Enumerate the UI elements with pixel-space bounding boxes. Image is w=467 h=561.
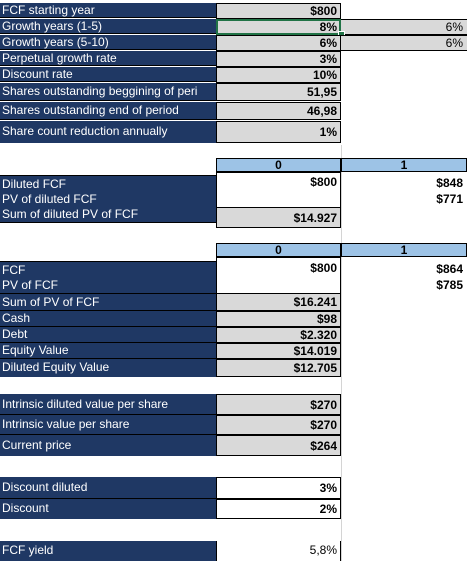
label-diluted-fcf: Diluted FCF — [0, 175, 216, 191]
header-year-1: 1 — [341, 158, 467, 172]
label-shares-end: Shares outstanding end of period — [0, 102, 216, 120]
value-sum-diluted-pv[interactable]: $14.927 — [216, 207, 341, 228]
col2-diluted-fcf[interactable]: $848 — [436, 176, 463, 190]
label-sum-diluted-pv: Sum of diluted PV of FCF — [0, 207, 216, 223]
label-discount-diluted: Discount diluted — [0, 477, 216, 499]
header-year-0-basic: 0 — [216, 243, 341, 257]
value-discount-rate[interactable]: 10% — [216, 67, 341, 83]
value-discount-diluted[interactable]: 3% — [216, 477, 341, 499]
value-perpetual-growth[interactable]: 3% — [216, 51, 341, 67]
label-growth-5-10: Growth years (5-10) — [0, 35, 216, 50]
value-intrinsic-diluted[interactable]: $270 — [216, 394, 341, 415]
value-fcf-yield[interactable]: 5,8% — [216, 541, 341, 561]
header-year-1-basic: 1 — [341, 243, 467, 257]
value-sum-pv-fcf[interactable]: $16.241 — [216, 293, 341, 311]
value-growth-1-5[interactable]: 8% — [216, 19, 341, 35]
label-pv-fcf: PV of FCF — [0, 277, 216, 293]
value-diluted-equity-value[interactable]: $12.705 — [216, 359, 341, 377]
value-debt[interactable]: $2.320 — [216, 327, 341, 343]
label-discount: Discount — [0, 499, 216, 519]
label-debt: Debt — [0, 327, 216, 343]
label-perpetual-growth: Perpetual growth rate — [0, 51, 216, 66]
label-equity-value: Equity Value — [0, 343, 216, 359]
label-growth-1-5: Growth years (1-5) — [0, 19, 216, 34]
col2-growth-5-10[interactable]: 6% — [341, 35, 467, 51]
label-fcf-yield: FCF yield — [0, 541, 216, 561]
value-fcf-start[interactable]: $800 — [216, 3, 341, 19]
label-fcf: FCF — [0, 261, 216, 277]
label-discount-rate: Discount rate — [0, 67, 216, 82]
value-share-reduction[interactable]: 1% — [216, 121, 341, 143]
label-pv-diluted: PV of diluted FCF — [0, 191, 216, 207]
value-growth-5-10[interactable]: 6% — [216, 35, 341, 51]
value-equity-value[interactable]: $14.019 — [216, 343, 341, 359]
value-shares-begin[interactable]: 51,95 — [216, 83, 341, 101]
label-intrinsic-diluted: Intrinsic diluted value per share — [0, 394, 216, 415]
label-cash: Cash — [0, 311, 216, 327]
value-cash[interactable]: $98 — [216, 311, 341, 327]
label-shares-begin: Shares outstanding beggining of peri — [0, 83, 216, 101]
col2-fcf[interactable]: $864 — [436, 262, 463, 276]
value-pv-fcf[interactable] — [216, 277, 341, 293]
col2-growth-1-5[interactable]: 6% — [341, 19, 467, 35]
col2-pv-diluted[interactable]: $771 — [436, 192, 463, 206]
label-intrinsic-value: Intrinsic value per share — [0, 415, 216, 435]
header-year-0: 0 — [216, 158, 341, 172]
value-intrinsic-value[interactable]: $270 — [216, 415, 341, 435]
label-diluted-equity-value: Diluted Equity Value — [0, 359, 216, 377]
label-sum-pv-fcf: Sum of PV of FCF — [0, 293, 216, 311]
label-current-price: Current price — [0, 435, 216, 456]
value-current-price[interactable]: $264 — [216, 435, 341, 456]
label-share-reduction: Share count reduction annually — [0, 121, 216, 143]
label-fcf-start: FCF starting year — [0, 3, 216, 18]
gridline — [341, 145, 342, 561]
value-pv-diluted[interactable] — [216, 191, 341, 207]
col2-pv-fcf[interactable]: $785 — [436, 278, 463, 292]
value-fcf[interactable]: $800 — [216, 257, 341, 278]
value-discount[interactable]: 2% — [216, 499, 341, 519]
value-diluted-fcf[interactable]: $800 — [216, 172, 341, 192]
value-shares-end[interactable]: 46,98 — [216, 102, 341, 120]
